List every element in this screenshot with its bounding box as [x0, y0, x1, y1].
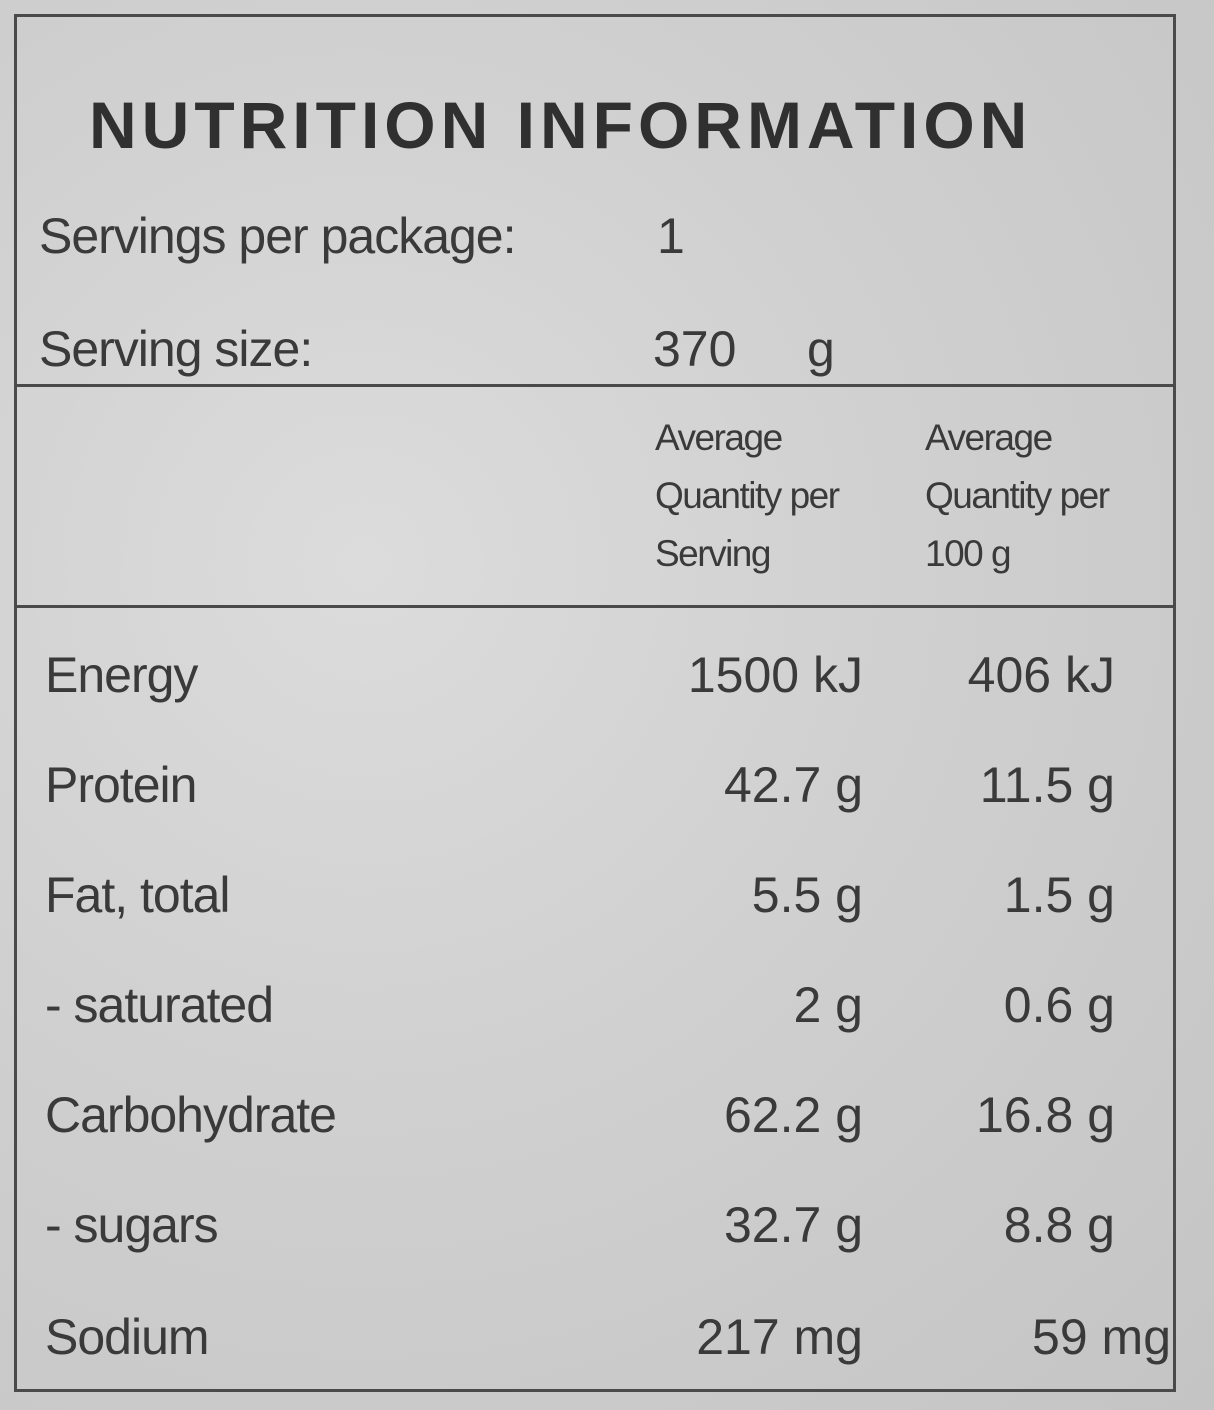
- column-header-per-100g: Average Quantity per 100 g: [925, 417, 1110, 574]
- nutrient-per-100g: 16.8 g: [975, 1087, 1115, 1143]
- nutrient-row-fat-total: Fat, total 5.5 g 1.5 g: [17, 855, 1173, 965]
- serving-size-value: 370: [653, 321, 737, 377]
- nutrient-per-serving: 217 mg: [696, 1309, 863, 1365]
- nutrient-name: Fat, total: [45, 867, 231, 923]
- nutrient-name: Energy: [45, 647, 198, 703]
- nutrient-name: Carbohydrate: [45, 1087, 337, 1143]
- nutrition-panel: NUTRITION INFORMATION Servings per packa…: [14, 14, 1176, 1392]
- nutrient-name: Protein: [45, 757, 197, 813]
- divider-header: [17, 384, 1173, 387]
- column-header-per-serving: Average Quantity per Serving: [655, 417, 840, 574]
- nutrient-per-serving: 1500 kJ: [687, 647, 863, 703]
- nutrient-per-100g: 406 kJ: [967, 647, 1115, 703]
- nutrient-per-serving: 5.5 g: [751, 867, 863, 923]
- nutrient-per-100g: 11.5 g: [979, 757, 1115, 813]
- nutrient-name: - saturated: [45, 977, 274, 1033]
- nutrient-name: - sugars: [45, 1197, 219, 1253]
- serving-size-label: Serving size:: [39, 321, 313, 377]
- nutrient-row-sodium: Sodium 217 mg 59 mg: [17, 1297, 1173, 1407]
- nutrient-row-sugars: - sugars 32.7 g 8.8 g: [17, 1185, 1173, 1295]
- servings-per-package-label: Servings per package:: [39, 208, 517, 264]
- nutrient-per-100g: 0.6 g: [1003, 977, 1115, 1033]
- servings-per-package-value: 1: [657, 208, 685, 264]
- serving-size-unit: g: [807, 321, 835, 377]
- nutrient-name: Sodium: [45, 1309, 210, 1365]
- nutrient-per-100g: 59 mg: [1032, 1309, 1171, 1365]
- nutrient-per-serving: 42.7 g: [723, 757, 863, 813]
- nutrient-per-serving: 62.2 g: [723, 1087, 863, 1143]
- nutrient-row-protein: Protein 42.7 g 11.5 g: [17, 745, 1173, 855]
- nutrient-row-carbohydrate: Carbohydrate 62.2 g 16.8 g: [17, 1075, 1173, 1185]
- nutrient-per-100g: 1.5 g: [1003, 867, 1115, 923]
- nutrient-per-serving: 2 g: [793, 977, 863, 1033]
- nutrient-per-serving: 32.7 g: [723, 1197, 863, 1253]
- divider-columns: [17, 605, 1173, 608]
- nutrient-row-saturated: - saturated 2 g 0.6 g: [17, 965, 1173, 1075]
- nutrient-per-100g: 8.8 g: [1003, 1197, 1115, 1253]
- panel-title: NUTRITION INFORMATION: [89, 88, 1033, 162]
- nutrient-row-energy: Energy 1500 kJ 406 kJ: [17, 635, 1173, 745]
